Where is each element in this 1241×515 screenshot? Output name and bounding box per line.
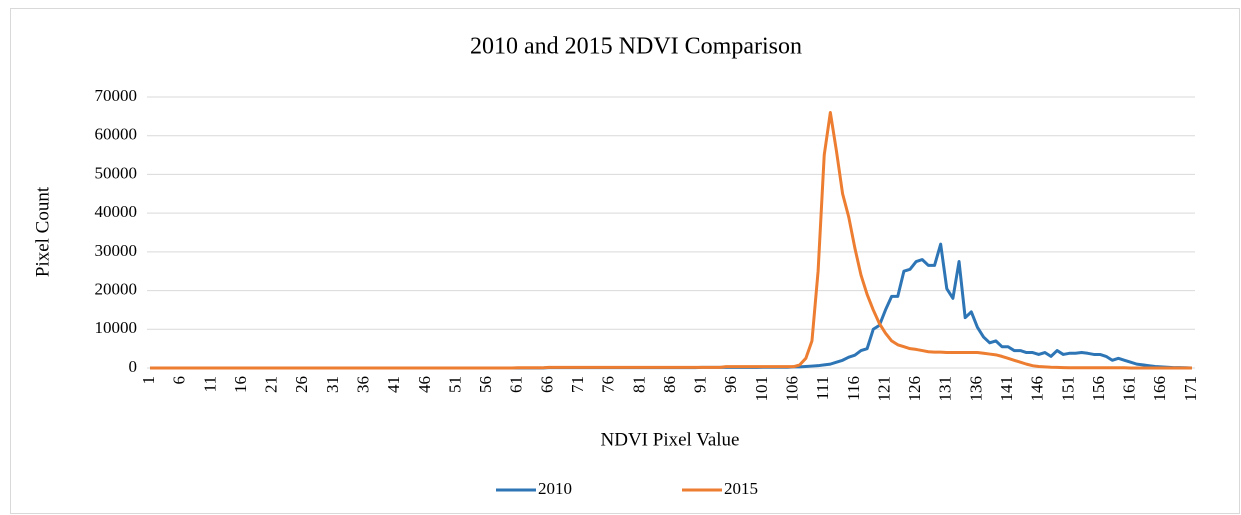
chart-title: 2010 and 2015 NDVI Comparison <box>470 34 802 60</box>
x-tick-label: 121 <box>874 376 893 402</box>
x-tick-label: 31 <box>323 376 342 393</box>
x-tick-label: 76 <box>599 376 618 393</box>
x-tick-label: 36 <box>353 376 372 393</box>
x-tick-label: 61 <box>507 376 526 393</box>
x-tick-label: 81 <box>629 376 648 393</box>
x-tick-label: 106 <box>782 376 801 402</box>
x-tick-label: 86 <box>660 376 679 393</box>
y-tick-label: 60000 <box>95 125 138 144</box>
y-tick-label: 70000 <box>95 86 138 105</box>
y-tick-label: 40000 <box>95 202 138 221</box>
y-tick-label: 0 <box>129 357 138 376</box>
y-tick-label: 10000 <box>95 318 138 337</box>
y-tick-label: 30000 <box>95 241 138 260</box>
legend-label: 2015 <box>724 479 758 498</box>
x-tick-label: 1 <box>139 376 158 385</box>
x-tick-label: 151 <box>1058 376 1077 402</box>
x-tick-label: 101 <box>752 376 771 402</box>
y-tick-label: 50000 <box>95 163 138 182</box>
x-tick-label: 156 <box>1089 376 1108 402</box>
y-tick-label: 20000 <box>95 279 138 298</box>
y-axis-label: Pixel Count <box>32 186 53 277</box>
x-tick-label: 26 <box>292 376 311 393</box>
x-tick-label: 131 <box>936 376 955 402</box>
x-tick-label: 136 <box>966 376 985 402</box>
legend-label: 2010 <box>538 479 572 498</box>
x-tick-label: 56 <box>476 376 495 393</box>
x-tick-label: 161 <box>1120 376 1139 402</box>
x-tick-label: 41 <box>384 376 403 393</box>
series-line <box>150 110 1192 370</box>
x-tick-label: 171 <box>1181 376 1200 402</box>
x-tick-label: 66 <box>537 376 556 393</box>
x-tick-label: 141 <box>997 376 1016 402</box>
x-tick-label: 46 <box>415 376 434 393</box>
x-tick-label: 51 <box>445 376 464 393</box>
x-tick-label: 166 <box>1150 376 1169 402</box>
x-tick-label: 146 <box>1028 376 1047 402</box>
x-tick-label: 6 <box>170 376 189 385</box>
x-tick-label: 111 <box>813 376 832 400</box>
x-tick-label: 11 <box>200 376 219 392</box>
x-tick-label: 21 <box>262 376 281 393</box>
x-tick-label: 16 <box>231 376 250 393</box>
x-tick-label: 126 <box>905 376 924 402</box>
x-tick-label: 71 <box>568 376 587 393</box>
x-axis-label: NDVI Pixel Value <box>601 429 740 450</box>
x-tick-label: 116 <box>844 376 863 401</box>
chart-border <box>10 8 1240 514</box>
x-tick-label: 96 <box>721 376 740 393</box>
x-tick-label: 91 <box>691 376 710 393</box>
